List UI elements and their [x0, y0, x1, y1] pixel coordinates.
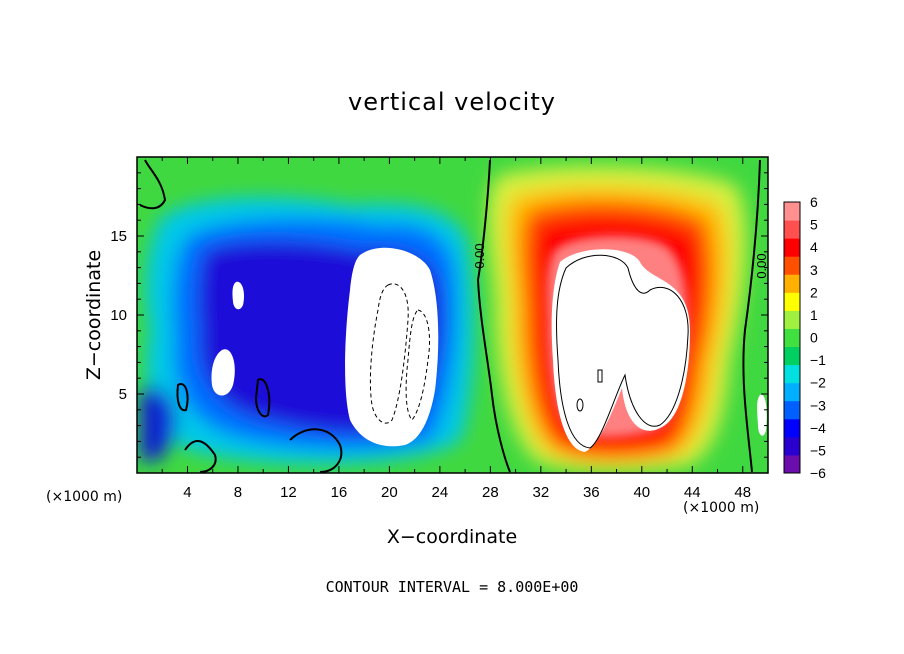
x-tick-label: 36 — [583, 484, 600, 501]
colorbar-frame — [783, 201, 801, 474]
x-tick-label: 16 — [331, 484, 348, 501]
colorbar-swatch — [784, 418, 800, 438]
colorbar-tick-label: 1 — [810, 307, 818, 323]
colorbar-tick-label: −1 — [810, 352, 826, 368]
colorbar-swatch — [784, 346, 800, 366]
colorbar-swatch — [784, 436, 800, 456]
x-tick-label: 4 — [183, 484, 191, 501]
updraft-contour-small-1 — [597, 369, 603, 383]
y-tick-label: 15 — [110, 228, 127, 245]
downdraft-saturated-core — [345, 247, 439, 447]
x-tick-label: 28 — [482, 484, 499, 501]
velocity-field — [137, 157, 768, 473]
y-axis: 5 10 15 — [110, 172, 768, 458]
zero-contour-4 — [184, 440, 217, 473]
x-unit-left: (×1000 m) — [46, 489, 123, 505]
colorbar-swatch — [784, 256, 800, 275]
updraft-contour-small-2 — [576, 398, 584, 412]
colorbar-swatch — [784, 220, 800, 239]
colorbar-swatch — [784, 238, 800, 257]
downdraft-dashed-contour-2 — [405, 309, 431, 421]
y-tick-label: 10 — [110, 307, 127, 324]
downdraft-pocket-3 — [757, 394, 767, 436]
colorbar-tick-label: −6 — [810, 465, 826, 481]
x-tick-label: 24 — [432, 484, 449, 501]
colorbar-swatch — [784, 292, 800, 311]
colorbar-tick-label: −4 — [810, 420, 826, 436]
colorbar-swatch — [784, 202, 800, 221]
contour-label-2: 0.00 — [754, 253, 769, 278]
colorbar-swatch — [784, 400, 800, 420]
y-axis-label: Z−coordinate — [83, 249, 105, 381]
x-tick-label: 32 — [532, 484, 549, 501]
x-tick-label: 44 — [684, 484, 701, 501]
colorbar-tick-label: 4 — [810, 239, 818, 255]
colorbar-tick-label: −5 — [810, 442, 826, 458]
contour-interval-footer: CONTOUR INTERVAL = 8.000E+00 — [325, 578, 579, 596]
zero-contour-7 — [176, 383, 189, 412]
x-tick-label: 12 — [280, 484, 297, 501]
colorbar-tick-label: 0 — [810, 330, 818, 346]
downdraft-pocket-1 — [211, 349, 235, 396]
x-tick-label: 20 — [381, 484, 398, 501]
x-axis-label: X−coordinate — [386, 526, 518, 548]
colorbar: 6 5 4 3 2 1 0 −1 −2 −3 −4 −5 −6 — [783, 194, 826, 481]
colorbar-swatch — [784, 382, 800, 402]
zero-contour-2 — [742, 159, 761, 473]
chart-title: vertical velocity — [348, 88, 556, 116]
colorbar-tick-label: −3 — [810, 397, 826, 413]
colorbar-swatch — [784, 328, 800, 348]
zero-contour-5 — [289, 428, 343, 473]
colorbar-swatch — [784, 274, 800, 293]
x-tick-label: 40 — [633, 484, 650, 501]
colorbar-swatch — [784, 364, 800, 384]
y-tick-label: 5 — [119, 386, 127, 403]
colorbar-tick-label: 3 — [810, 262, 818, 278]
downdraft-dashed-contour-1 — [369, 283, 409, 424]
x-axis: 4 8 12 16 20 24 28 32 36 40 44 48 — [161, 157, 751, 501]
colorbar-tick-label: 5 — [810, 217, 818, 233]
colorbar-swatch — [784, 310, 800, 329]
contour-label-1: 0.00 — [472, 243, 487, 268]
zero-contour-1 — [476, 159, 511, 473]
x-unit-right: (×1000 m) — [683, 500, 760, 516]
zero-contour-3 — [139, 159, 167, 210]
updraft-saturated-core — [551, 249, 690, 452]
contour-lines — [139, 159, 761, 473]
downdraft-pocket-2 — [232, 281, 245, 310]
colorbar-tick-label: 2 — [810, 284, 818, 300]
zero-contour-6 — [254, 378, 271, 418]
x-tick-label: 8 — [234, 484, 242, 501]
updraft-contour — [556, 254, 689, 449]
colorbar-tick-label: 6 — [810, 194, 818, 210]
colorbar-swatch — [784, 454, 800, 474]
x-tick-label: 48 — [734, 484, 751, 501]
colorbar-tick-label: −2 — [810, 375, 826, 391]
